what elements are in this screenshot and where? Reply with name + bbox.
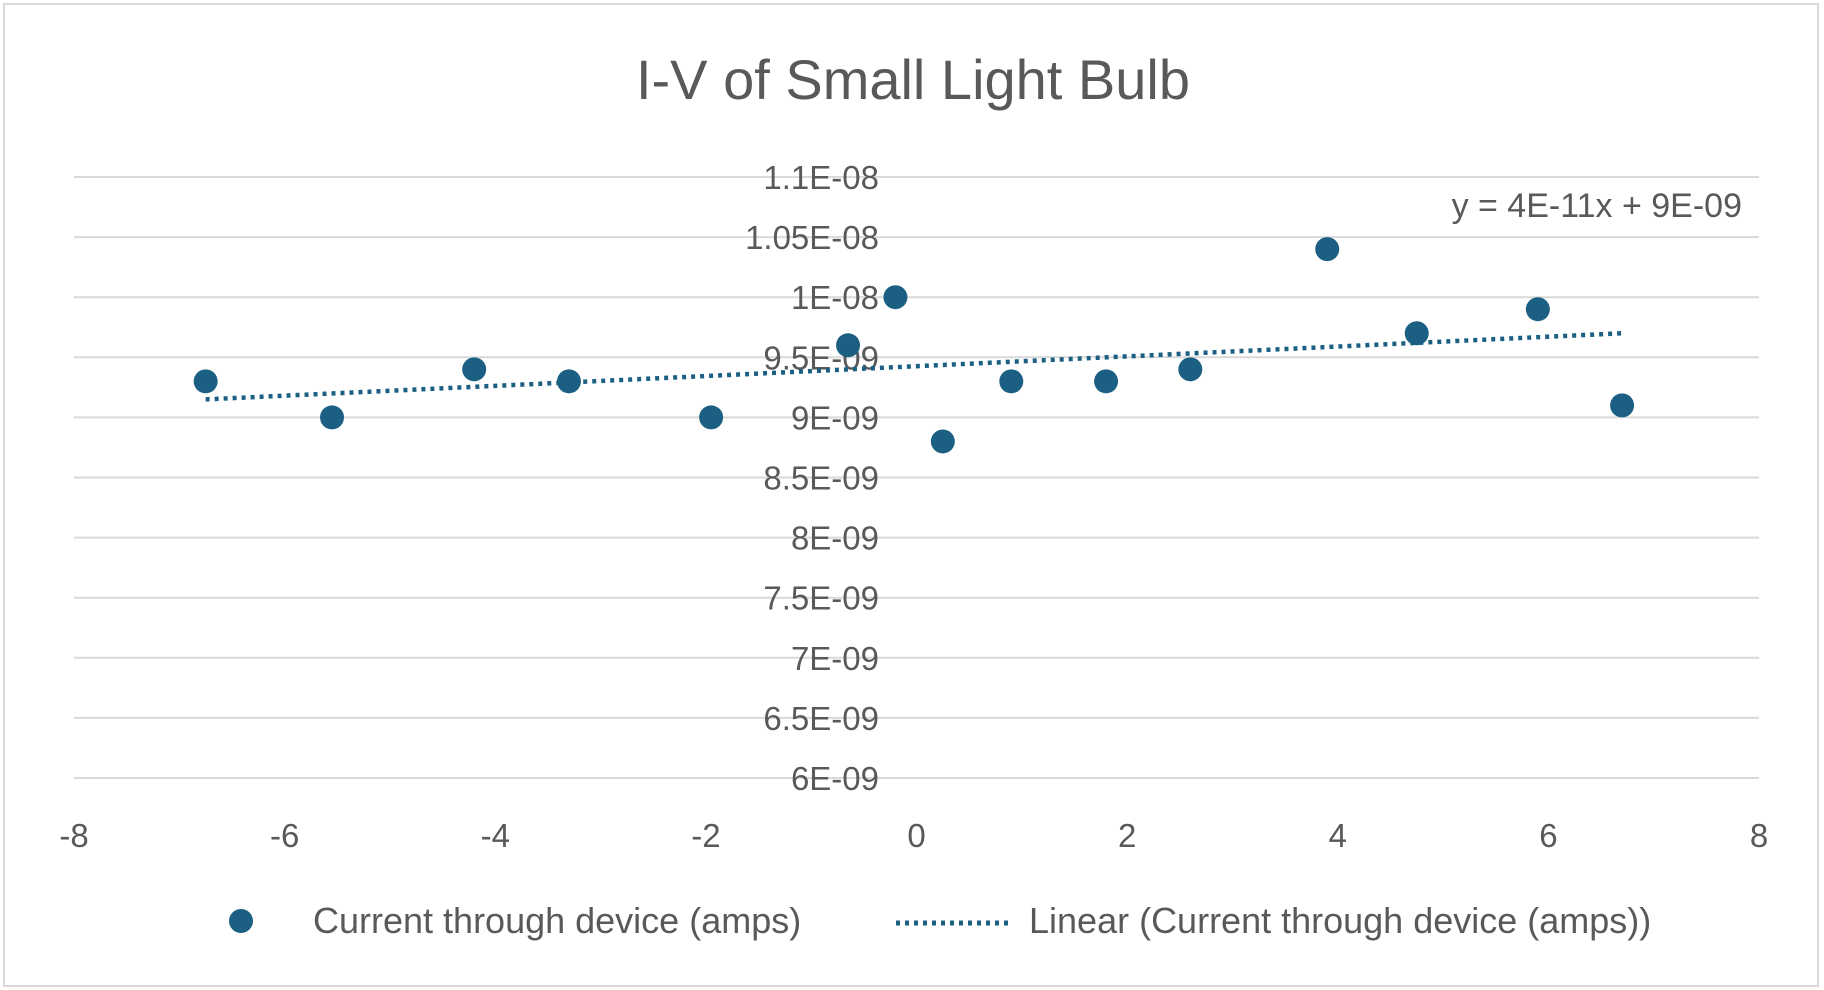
y-tick-label: 1.1E-08 bbox=[763, 159, 879, 196]
y-tick-labels: 6E-09 6.5E-09 7E-09 7.5E-09 8E-09 8.5E-09 9E-0… bbox=[745, 159, 879, 797]
chart-frame: I-V of Small Light Bulb 6E-09 6.5E-09 7E-0… bbox=[3, 3, 1819, 987]
data-point bbox=[1178, 357, 1203, 382]
legend-label-points: Current through device (amps) bbox=[313, 900, 801, 941]
data-point bbox=[836, 333, 861, 358]
y-tick-label: 7E-09 bbox=[791, 640, 879, 677]
chart-title: I-V of Small Light Bulb bbox=[636, 48, 1190, 111]
data-point bbox=[930, 429, 955, 454]
x-tick-label: 0 bbox=[907, 817, 925, 854]
data-points bbox=[193, 237, 1635, 454]
y-tick-label: 9E-09 bbox=[791, 399, 879, 436]
gridlines bbox=[74, 176, 1759, 779]
y-tick-label: 9.5E-09 bbox=[763, 339, 879, 376]
legend-label-trendline: Linear (Current through device (amps)) bbox=[1029, 900, 1651, 941]
data-point bbox=[883, 285, 908, 310]
x-tick-label: -8 bbox=[59, 817, 88, 854]
data-point bbox=[1610, 393, 1635, 418]
scatter-chart: I-V of Small Light Bulb 6E-09 6.5E-09 7E-0… bbox=[59, 48, 1768, 941]
x-tick-label: 6 bbox=[1539, 817, 1557, 854]
legend: Current through device (amps) Linear (Cu… bbox=[229, 900, 1651, 941]
y-tick-label: 6.5E-09 bbox=[763, 700, 879, 737]
data-point bbox=[193, 369, 218, 394]
y-tick-label: 1E-08 bbox=[791, 279, 879, 316]
trendline-layer bbox=[205, 331, 1623, 402]
data-point bbox=[699, 405, 724, 430]
data-point bbox=[999, 369, 1024, 394]
trendline bbox=[205, 331, 1623, 402]
data-point bbox=[1404, 321, 1429, 346]
y-tick-label: 6E-09 bbox=[791, 760, 879, 797]
x-tick-label: 8 bbox=[1750, 817, 1768, 854]
x-tick-label: 2 bbox=[1118, 817, 1136, 854]
legend-marker-points bbox=[229, 909, 253, 933]
data-point bbox=[1525, 297, 1550, 322]
data-point bbox=[320, 405, 345, 430]
data-point bbox=[556, 369, 581, 394]
y-tick-label: 1.05E-08 bbox=[745, 219, 879, 256]
trendline-equation: y = 4E-11x + 9E-09 bbox=[1452, 187, 1742, 225]
y-tick-label: 8E-09 bbox=[791, 520, 879, 557]
data-point bbox=[462, 357, 487, 382]
y-tick-label: 7.5E-09 bbox=[763, 580, 879, 617]
y-tick-label: 8.5E-09 bbox=[763, 460, 879, 497]
data-point bbox=[1315, 237, 1340, 262]
data-point bbox=[1094, 369, 1119, 394]
x-tick-label: -2 bbox=[691, 817, 720, 854]
x-tick-label: -4 bbox=[481, 817, 510, 854]
x-tick-label: -6 bbox=[270, 817, 299, 854]
x-tick-labels: -8 -6 -4 -2 0 2 4 6 8 bbox=[59, 817, 1768, 854]
x-tick-label: 4 bbox=[1329, 817, 1347, 854]
